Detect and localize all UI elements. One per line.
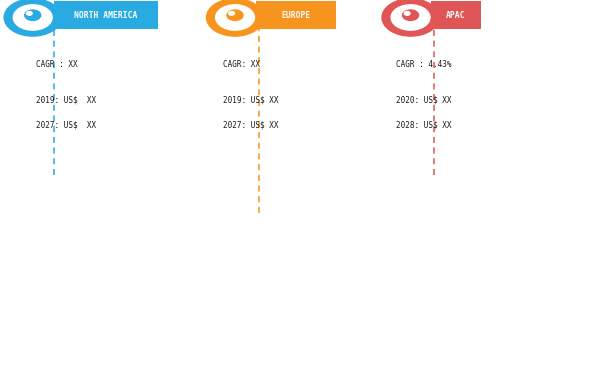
Circle shape bbox=[206, 0, 264, 36]
Circle shape bbox=[228, 12, 234, 15]
FancyBboxPatch shape bbox=[165, 8, 168, 23]
Text: 2019: US$ XX: 2019: US$ XX bbox=[223, 95, 278, 104]
Circle shape bbox=[25, 10, 40, 21]
Circle shape bbox=[403, 10, 418, 21]
Circle shape bbox=[382, 0, 439, 36]
Text: 2027: US$ XX: 2027: US$ XX bbox=[223, 120, 278, 129]
FancyBboxPatch shape bbox=[431, 1, 481, 29]
Text: CAGR : XX: CAGR : XX bbox=[36, 60, 77, 69]
FancyBboxPatch shape bbox=[256, 1, 336, 29]
Text: CAGR: XX: CAGR: XX bbox=[223, 60, 260, 69]
FancyBboxPatch shape bbox=[54, 1, 158, 29]
Text: APAC: APAC bbox=[446, 10, 466, 20]
Text: NORTH AMERICA: NORTH AMERICA bbox=[74, 10, 137, 20]
Text: EUROPE: EUROPE bbox=[281, 10, 311, 20]
Circle shape bbox=[215, 5, 255, 30]
FancyBboxPatch shape bbox=[336, 8, 341, 23]
Circle shape bbox=[227, 10, 243, 21]
FancyBboxPatch shape bbox=[158, 8, 162, 23]
Circle shape bbox=[26, 12, 32, 15]
FancyBboxPatch shape bbox=[343, 8, 346, 23]
FancyBboxPatch shape bbox=[481, 8, 486, 23]
Text: 2019: US$  XX: 2019: US$ XX bbox=[36, 95, 96, 104]
Text: 2020: US$ XX: 2020: US$ XX bbox=[396, 95, 451, 104]
FancyBboxPatch shape bbox=[488, 8, 491, 23]
Text: 2028: US$ XX: 2028: US$ XX bbox=[396, 120, 451, 129]
Circle shape bbox=[404, 12, 410, 15]
Circle shape bbox=[391, 5, 430, 30]
Text: CAGR : 4.43%: CAGR : 4.43% bbox=[396, 60, 451, 69]
Text: 2027: US$  XX: 2027: US$ XX bbox=[36, 120, 96, 129]
Circle shape bbox=[4, 0, 61, 36]
Circle shape bbox=[13, 5, 52, 30]
